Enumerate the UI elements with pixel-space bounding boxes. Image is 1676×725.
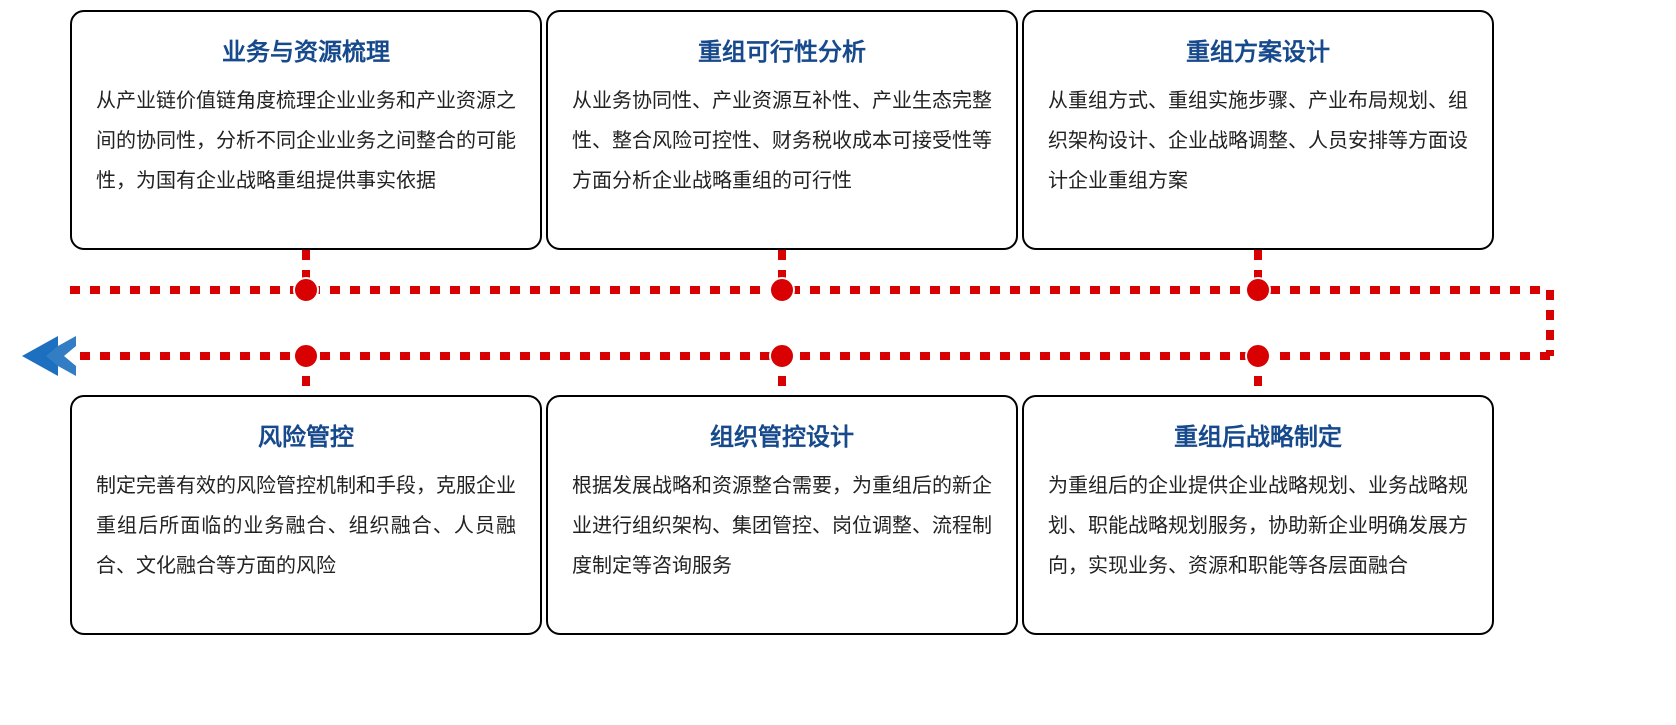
card-title: 风险管控 <box>96 417 516 452</box>
card-body: 从业务协同性、产业资源互补性、产业生态完整性、整合风险可控性、财务税收成本可接受… <box>572 81 992 201</box>
card-body: 制定完善有效的风险管控机制和手段，克服企业重组后所面临的业务融合、组织融合、人员… <box>96 466 516 586</box>
card-top-0: 业务与资源梳理 从产业链价值链角度梳理企业业务和产业资源之间的协同性，分析不同企… <box>70 10 542 250</box>
card-bottom-2: 重组后战略制定 为重组后的企业提供企业战略规划、业务战略规划、职能战略规划服务，… <box>1022 395 1494 635</box>
card-bottom-0: 风险管控 制定完善有效的风险管控机制和手段，克服企业重组后所面临的业务融合、组织… <box>70 395 542 635</box>
arrow-left-icon <box>22 336 58 376</box>
card-body: 从重组方式、重组实施步骤、产业布局规划、组织架构设计、企业战略调整、人员安排等方… <box>1048 81 1468 201</box>
card-top-1: 重组可行性分析 从业务协同性、产业资源互补性、产业生态完整性、整合风险可控性、财… <box>546 10 1018 250</box>
card-top-2: 重组方案设计 从重组方式、重组实施步骤、产业布局规划、组织架构设计、企业战略调整… <box>1022 10 1494 250</box>
card-title: 重组后战略制定 <box>1048 417 1468 452</box>
card-title: 业务与资源梳理 <box>96 32 516 67</box>
card-body: 根据发展战略和资源整合需要，为重组后的新企业进行组织架构、集团管控、岗位调整、流… <box>572 466 992 586</box>
card-body: 从产业链价值链角度梳理企业业务和产业资源之间的协同性，分析不同企业业务之间整合的… <box>96 81 516 201</box>
card-bottom-1: 组织管控设计 根据发展战略和资源整合需要，为重组后的新企业进行组织架构、集团管控… <box>546 395 1018 635</box>
card-body: 为重组后的企业提供企业战略规划、业务战略规划、职能战略规划服务，协助新企业明确发… <box>1048 466 1468 586</box>
card-title: 重组可行性分析 <box>572 32 992 67</box>
card-title: 组织管控设计 <box>572 417 992 452</box>
card-title: 重组方案设计 <box>1048 32 1468 67</box>
